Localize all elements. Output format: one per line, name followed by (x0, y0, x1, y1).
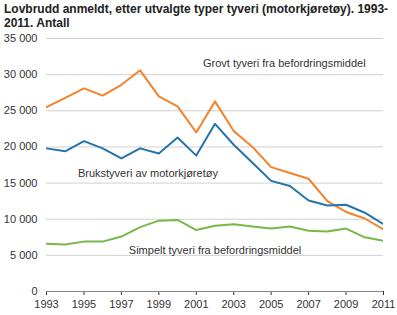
svg-text:1995: 1995 (72, 298, 96, 310)
svg-text:1993: 1993 (34, 298, 58, 310)
svg-text:30 000: 30 000 (4, 68, 38, 80)
svg-text:20 000: 20 000 (4, 140, 38, 152)
svg-text:5 000: 5 000 (10, 249, 38, 261)
svg-text:15 000: 15 000 (4, 177, 38, 189)
svg-text:2005: 2005 (259, 298, 283, 310)
svg-text:1997: 1997 (109, 298, 133, 310)
svg-text:Brukstyveri av motorkjøretøy: Brukstyveri av motorkjøretøy (78, 167, 218, 179)
svg-text:2003: 2003 (221, 298, 245, 310)
svg-text:0: 0 (31, 285, 37, 297)
svg-text:2009: 2009 (334, 298, 358, 310)
svg-text:2011: 2011 (372, 298, 396, 310)
svg-text:10 000: 10 000 (4, 213, 38, 225)
svg-text:1999: 1999 (147, 298, 171, 310)
svg-text:2007: 2007 (296, 298, 320, 310)
svg-text:25 000: 25 000 (4, 104, 38, 116)
svg-text:Simpelt tyveri fra befordrings: Simpelt tyveri fra befordringsmiddel (129, 244, 301, 256)
svg-text:2001: 2001 (184, 298, 208, 310)
svg-text:35 000: 35 000 (4, 32, 38, 44)
html-text:Lovbrudd anmeldt, etter utvalg: Lovbrudd anmeldt, etter utvalgte typer t… (4, 2, 389, 30)
svg-text:Grovt tyveri fra befordringsmi: Grovt tyveri fra befordringsmiddel (203, 57, 366, 69)
